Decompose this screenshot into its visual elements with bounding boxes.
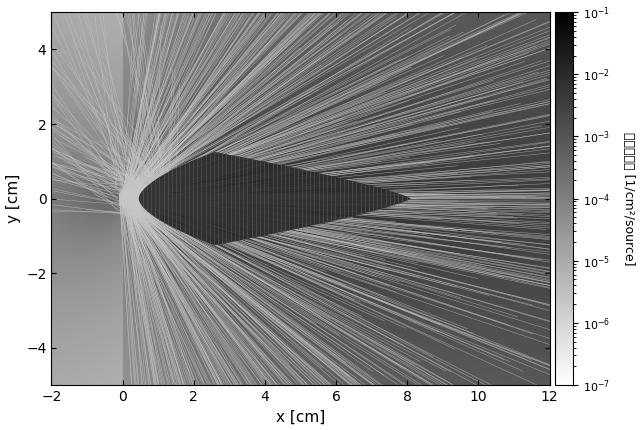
X-axis label: x [cm]: x [cm] (276, 409, 325, 424)
Polygon shape (138, 152, 411, 245)
Y-axis label: フルエンス [1/cm²/source]: フルエンス [1/cm²/source] (623, 132, 636, 265)
Y-axis label: y [cm]: y [cm] (6, 174, 20, 223)
